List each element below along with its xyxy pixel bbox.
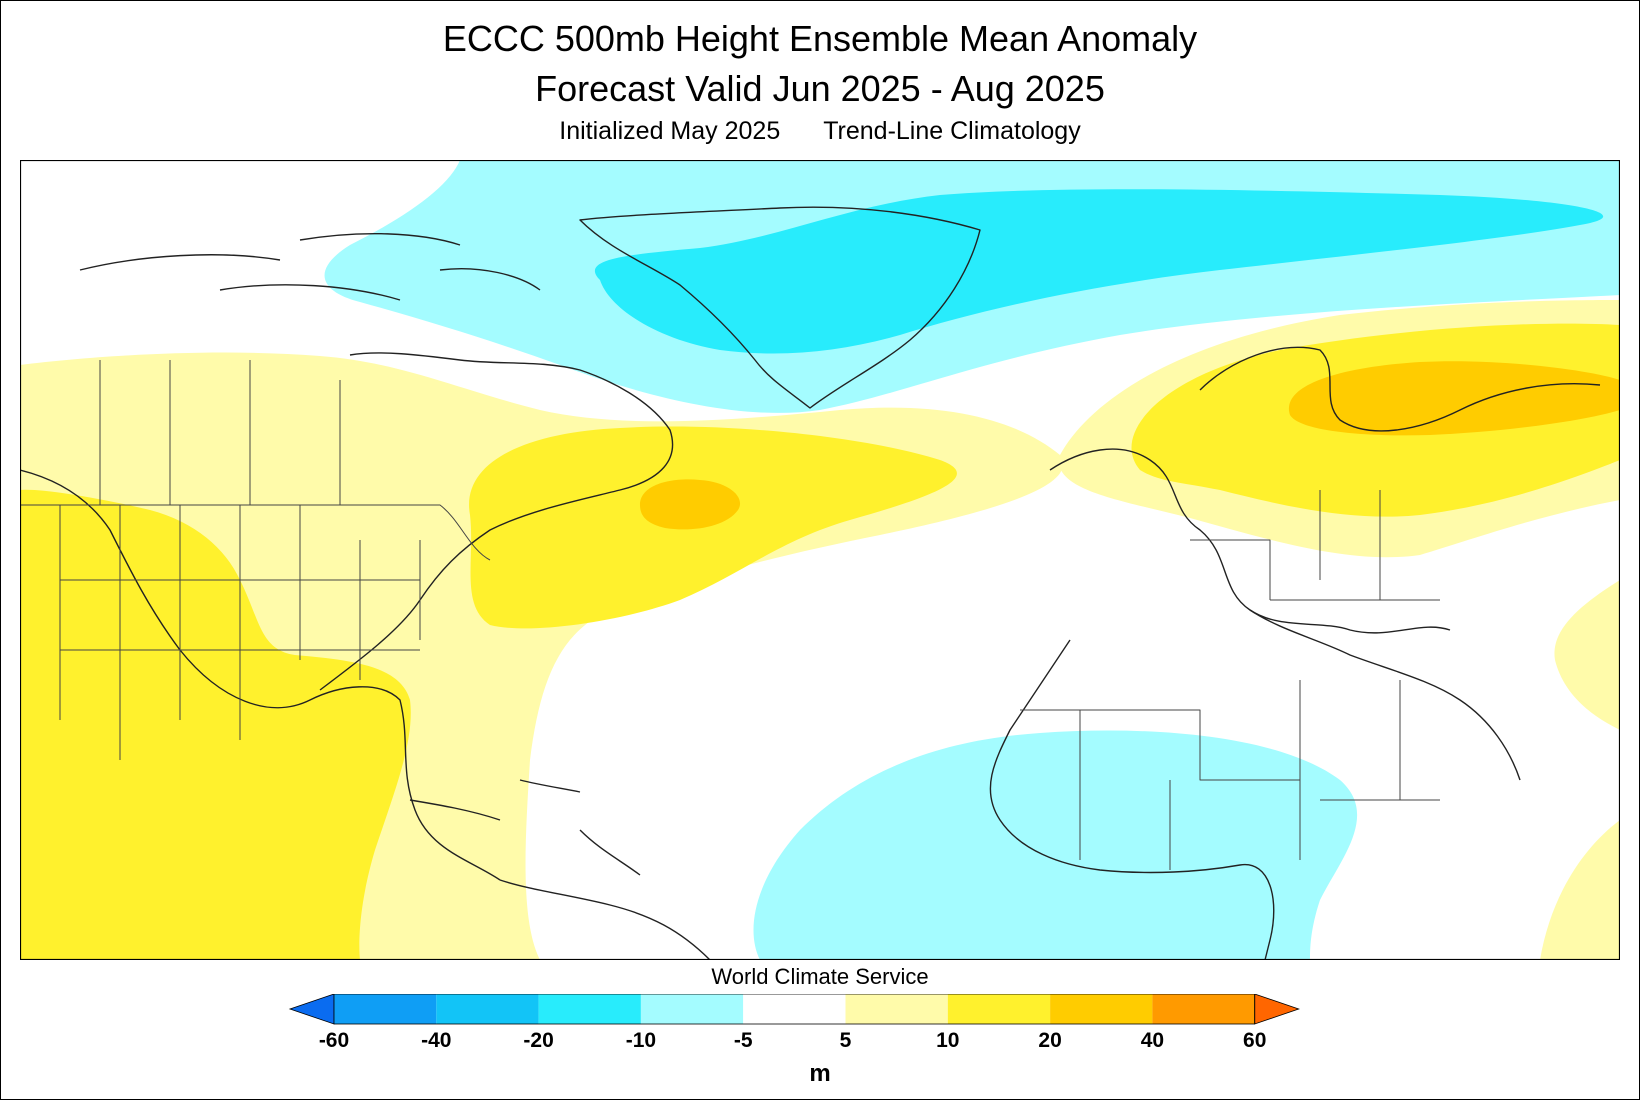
- boundaries-africa: [1020, 680, 1440, 870]
- anomaly-scandinavia-max: [1288, 361, 1620, 436]
- legend-outline: [333, 994, 1256, 1025]
- legend-tick-label: -60: [319, 1029, 349, 1052]
- legend-swatch: [436, 994, 539, 1024]
- boundaries-europe: [1190, 490, 1440, 601]
- coastline-south-america: [499, 879, 711, 960]
- legend-tick-label: 20: [1038, 1029, 1061, 1052]
- legend-units: m: [809, 1060, 831, 1087]
- initialized-label: Initialized May 2025: [559, 117, 781, 145]
- legend-swatch: [947, 994, 1051, 1024]
- coastline-europe: [1049, 346, 1601, 634]
- legend-swatch: [743, 994, 846, 1024]
- legend-tick-label: 10: [936, 1029, 959, 1052]
- legend-swatch: [640, 994, 744, 1024]
- anomaly-northwest-atlantic: [469, 426, 957, 629]
- anomaly-tropical-atlantic: [753, 730, 1358, 960]
- coastline-arctic-islands: [79, 233, 541, 301]
- coastline-greenland: [579, 206, 981, 409]
- anomaly-western-north-america: [20, 489, 411, 960]
- boundary-us-canada: [20, 504, 491, 561]
- anomaly-east-africa-edge: [1554, 580, 1620, 730]
- anomaly-map: [20, 160, 1620, 960]
- anomaly-arctic-core: [594, 189, 1604, 354]
- legend-swatch: [1152, 994, 1255, 1024]
- legend-tick-label: -20: [523, 1029, 553, 1052]
- legend-tick-label: -10: [626, 1029, 656, 1052]
- legend-tick-labels: -60 -40 -20 -10 -5 5 10 20 40 60: [319, 1029, 1267, 1052]
- legend-swatch: [1050, 994, 1153, 1024]
- anomaly-southeast-edge: [1540, 820, 1620, 960]
- coastline-caribbean: [409, 779, 641, 876]
- legend-swatch: [845, 994, 948, 1024]
- map-subtitle: Initialized May 2025 Trend-Line Climatol…: [0, 117, 1640, 146]
- boundaries-canada-provinces: [99, 360, 341, 505]
- credit-label: World Climate Service: [711, 964, 929, 989]
- legend-tick-label: 40: [1141, 1029, 1164, 1052]
- coastline-north-america: [20, 352, 674, 881]
- legend-arrow-max: [1254, 994, 1300, 1025]
- legend-tick-label: -5: [734, 1029, 753, 1052]
- legend-arrow-min: [288, 994, 335, 1025]
- map-title: ECCC 500mb Height Ensemble Mean Anomaly: [442, 18, 1198, 59]
- coastline-africa: [989, 609, 1521, 960]
- legend-colorbar: -60 -40 -20 -10 -5 5 10 20 40 60: [288, 994, 1300, 1052]
- legend-swatch: [538, 994, 641, 1024]
- legend-swatch: [334, 994, 437, 1024]
- climatology-label: Trend-Line Climatology: [823, 117, 1081, 145]
- forecast-valid-title: Forecast Valid Jun 2025 - Aug 2025: [535, 68, 1105, 109]
- legend-swatches: [288, 994, 1300, 1025]
- legend-tick-label: -40: [421, 1029, 451, 1052]
- legend-tick-label: 5: [840, 1029, 852, 1052]
- map-border: [20, 160, 1620, 960]
- boundaries-us-states: [59, 505, 421, 760]
- anomaly-newfoundland-max: [640, 479, 741, 530]
- legend-tick-label: 60: [1243, 1029, 1266, 1052]
